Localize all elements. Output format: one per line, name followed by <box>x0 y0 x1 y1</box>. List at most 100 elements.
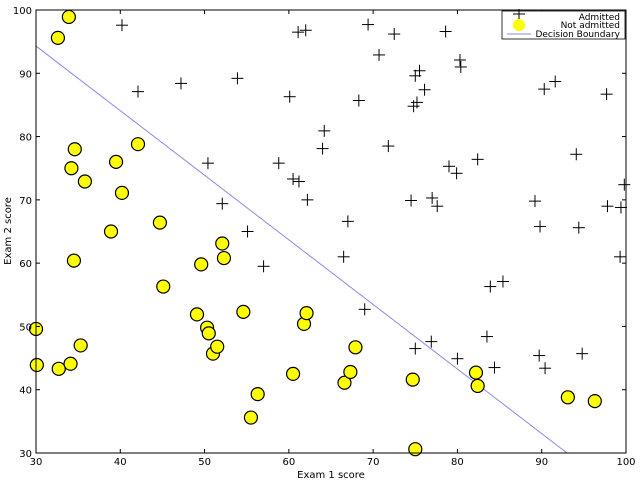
legend-not-admitted-marker <box>513 19 525 31</box>
x-tick-label: 40 <box>114 457 127 468</box>
not-admitted-point <box>470 378 485 394</box>
admitted-point <box>453 53 466 66</box>
not-admitted-point <box>152 215 167 230</box>
axis-ticks: 30 40 50 60 70 80 90 100 30 40 50 60 70 80 90 100 <box>13 6 636 468</box>
not-admitted-point <box>29 357 44 373</box>
admitted-point <box>341 215 354 228</box>
not-admitted-point <box>210 339 225 354</box>
not-admitted-point <box>63 356 78 371</box>
not-admitted-point <box>67 142 82 157</box>
x-tick-label: 30 <box>30 457 43 468</box>
y-tick-label: 50 <box>19 322 32 333</box>
admitted-point <box>272 157 285 170</box>
admitted-point <box>231 72 244 85</box>
admitted-point <box>614 250 627 263</box>
legend-admitted-label: Admitted <box>579 13 620 23</box>
legend-admitted-marker <box>513 9 525 19</box>
admitted-point <box>299 24 312 37</box>
not-admitted-point <box>66 253 82 268</box>
admitted-point <box>488 361 501 374</box>
y-tick-label: 90 <box>19 69 32 80</box>
not-admitted-point <box>348 340 363 355</box>
not-admitted-point <box>130 137 146 152</box>
admitted-point <box>618 178 631 191</box>
legend-not-admitted-label: Not admitted <box>561 21 620 31</box>
admitted-point <box>539 362 552 375</box>
admitted-point <box>257 260 270 273</box>
not-admitted-point <box>189 307 205 322</box>
admitted-point <box>484 280 497 293</box>
not-admitted-point <box>468 365 484 380</box>
not-admitted-point <box>243 410 259 425</box>
not-admitted-point <box>61 9 76 25</box>
not-admitted-point <box>50 30 66 45</box>
admitted-point <box>570 148 583 161</box>
not-admitted-point <box>108 154 124 169</box>
admitted-point <box>115 19 128 32</box>
admitted-point <box>174 77 187 90</box>
admitted-point <box>431 200 444 213</box>
admitted-point <box>600 88 613 101</box>
not-admitted-point <box>103 224 119 239</box>
admitted-point <box>496 275 509 288</box>
admitted-point <box>301 193 314 206</box>
admitted-point <box>405 194 418 207</box>
admitted-point <box>549 75 562 88</box>
x-tick-label: 80 <box>451 457 464 468</box>
y-tick-label: 60 <box>19 259 32 270</box>
x-tick-label: 100 <box>616 457 635 468</box>
y-tick-label: 100 <box>13 6 32 17</box>
not-admitted-point <box>343 364 358 380</box>
admitted-point <box>283 90 296 103</box>
x-tick-label: 50 <box>198 457 211 468</box>
admitted-point <box>534 220 547 233</box>
admitted-point <box>241 225 254 238</box>
y-tick-label: 70 <box>19 196 32 207</box>
admitted-point <box>614 201 627 214</box>
x-tick-label: 70 <box>367 457 380 468</box>
admitted-point <box>425 335 438 348</box>
not-admitted-point <box>285 366 301 381</box>
not-admitted-point <box>201 326 216 341</box>
admitted-point <box>292 26 305 39</box>
admitted-point <box>601 200 614 213</box>
not-admitted-points <box>28 9 602 457</box>
not-admitted-point <box>215 236 230 251</box>
not-admitted-point <box>405 372 420 387</box>
not-admitted-point <box>236 304 251 319</box>
not-admitted-point <box>194 257 209 272</box>
admitted-point <box>216 197 229 210</box>
admitted-point <box>337 250 350 263</box>
not-admitted-point <box>408 442 423 457</box>
admitted-point <box>533 349 546 362</box>
admitted-points <box>115 18 631 375</box>
admitted-point <box>572 221 585 234</box>
legend-boundary-label: Decision Boundary <box>535 30 620 40</box>
admitted-point <box>352 94 365 107</box>
admitted-point <box>358 303 371 316</box>
not-admitted-point <box>114 185 130 200</box>
plot-background <box>36 10 626 453</box>
not-admitted-point <box>299 306 314 321</box>
admitted-point <box>316 142 329 155</box>
admitted-point <box>292 175 305 188</box>
admitted-point <box>318 124 331 137</box>
admitted-point <box>454 60 467 73</box>
x-tick-label: 90 <box>535 457 548 468</box>
admitted-point <box>131 85 144 98</box>
not-admitted-point <box>64 161 79 176</box>
admitted-point <box>450 167 463 180</box>
plot-frame <box>35 9 627 454</box>
admitted-point <box>287 172 300 185</box>
admitted-point <box>426 191 439 204</box>
admitted-point <box>538 83 551 96</box>
legend: Admitted Not admitted Decision Boundary <box>501 9 626 40</box>
x-tick-label: 60 <box>282 457 295 468</box>
admitted-point <box>471 153 484 166</box>
admitted-point <box>388 28 401 41</box>
not-admitted-point <box>156 279 171 294</box>
admitted-point <box>528 195 541 208</box>
not-admitted-point <box>73 338 88 353</box>
y-tick-label: 40 <box>19 386 32 397</box>
